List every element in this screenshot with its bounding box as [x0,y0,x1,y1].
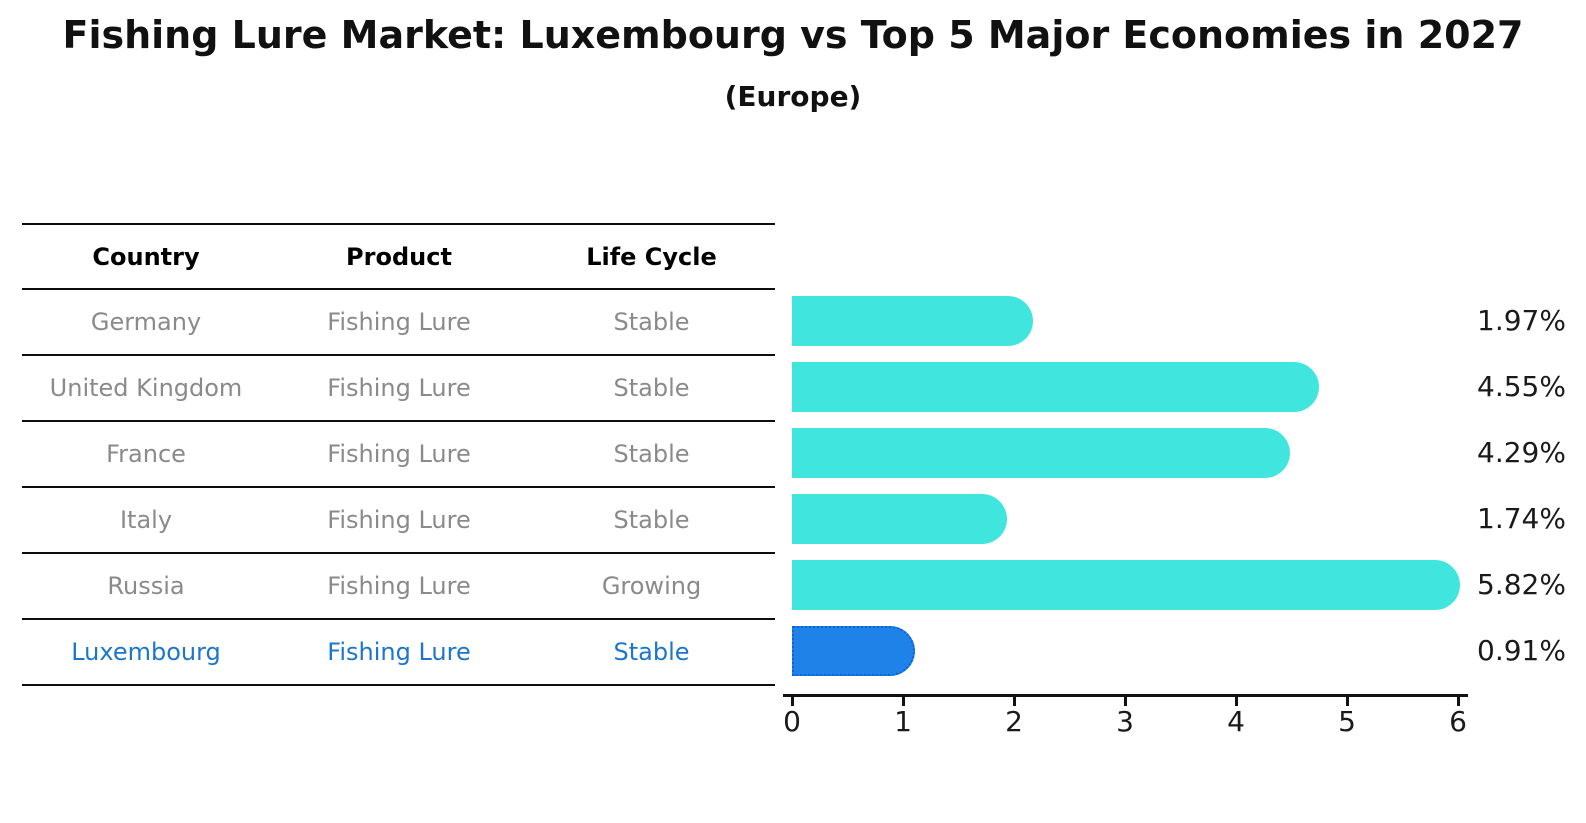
x-tick-label: 6 [1449,705,1467,738]
x-tick-mark [1456,697,1460,706]
cell-life-cycle: Stable [613,440,690,468]
x-tick-label: 4 [1227,705,1245,738]
x-tick-label: 5 [1338,705,1356,738]
x-tick-mark [1012,697,1016,706]
column-header-country: Country [92,242,200,271]
cell-life-cycle: Stable [613,374,690,402]
table-row-italy: Italy Fishing Lure Stable [22,488,775,554]
value-label-united-kingdom: 4.55% [1477,370,1566,403]
summary-table: Country Product Life Cycle Germany Fishi… [22,223,775,686]
cell-country: France [106,440,186,468]
table-row-russia: Russia Fishing Lure Growing [22,554,775,620]
chart-subtitle: (Europe) [724,80,862,113]
bar-italy [792,494,1008,544]
column-header-life-cycle: Life Cycle [586,242,717,271]
cell-product: Fishing Lure [327,308,471,336]
cell-country: United Kingdom [49,374,243,402]
cell-product: Fishing Lure [327,572,471,600]
table-row-germany: Germany Fishing Lure Stable [22,290,775,356]
cell-life-cycle: Stable [613,506,690,534]
cell-life-cycle: Stable [613,638,690,666]
x-tick-label: 1 [894,705,912,738]
cell-country: Luxembourg [71,638,221,666]
x-tick-mark [1123,697,1127,706]
x-tick-mark [1345,697,1349,706]
cell-product: Fishing Lure [327,440,471,468]
chart-title: Fishing Lure Market: Luxembourg vs Top 5… [62,13,1524,57]
bar-luxembourg [792,626,915,676]
bar-germany [792,296,1033,346]
cell-product: Fishing Lure [327,638,471,666]
cell-country: Russia [107,572,185,600]
value-label-russia: 5.82% [1477,568,1566,601]
x-tick-label: 3 [1116,705,1134,738]
table-row-luxembourg: Luxembourg Fishing Lure Stable [22,620,775,686]
x-tick-mark [901,697,905,706]
x-axis-line [783,694,1468,697]
value-label-france: 4.29% [1477,436,1566,469]
cell-country: Germany [90,308,202,336]
column-header-product: Product [346,242,452,271]
table-header-row: Country Product Life Cycle [22,223,775,290]
cell-life-cycle: Stable [613,308,690,336]
x-tick-label: 0 [783,705,801,738]
x-tick-mark [790,697,794,706]
x-tick-label: 2 [1005,705,1023,738]
cell-product: Fishing Lure [327,506,471,534]
cell-life-cycle: Growing [601,572,702,600]
x-tick-mark [1234,697,1238,706]
bar-russia [792,560,1461,610]
bar-france [792,428,1291,478]
bar-united-kingdom [792,362,1320,412]
value-label-italy: 1.74% [1477,502,1566,535]
table-row-united-kingdom: United Kingdom Fishing Lure Stable [22,356,775,422]
cell-product: Fishing Lure [327,374,471,402]
value-label-luxembourg: 0.91% [1477,634,1566,667]
table-row-france: France Fishing Lure Stable [22,422,775,488]
value-label-germany: 1.97% [1477,304,1566,337]
cell-country: Italy [119,506,173,534]
